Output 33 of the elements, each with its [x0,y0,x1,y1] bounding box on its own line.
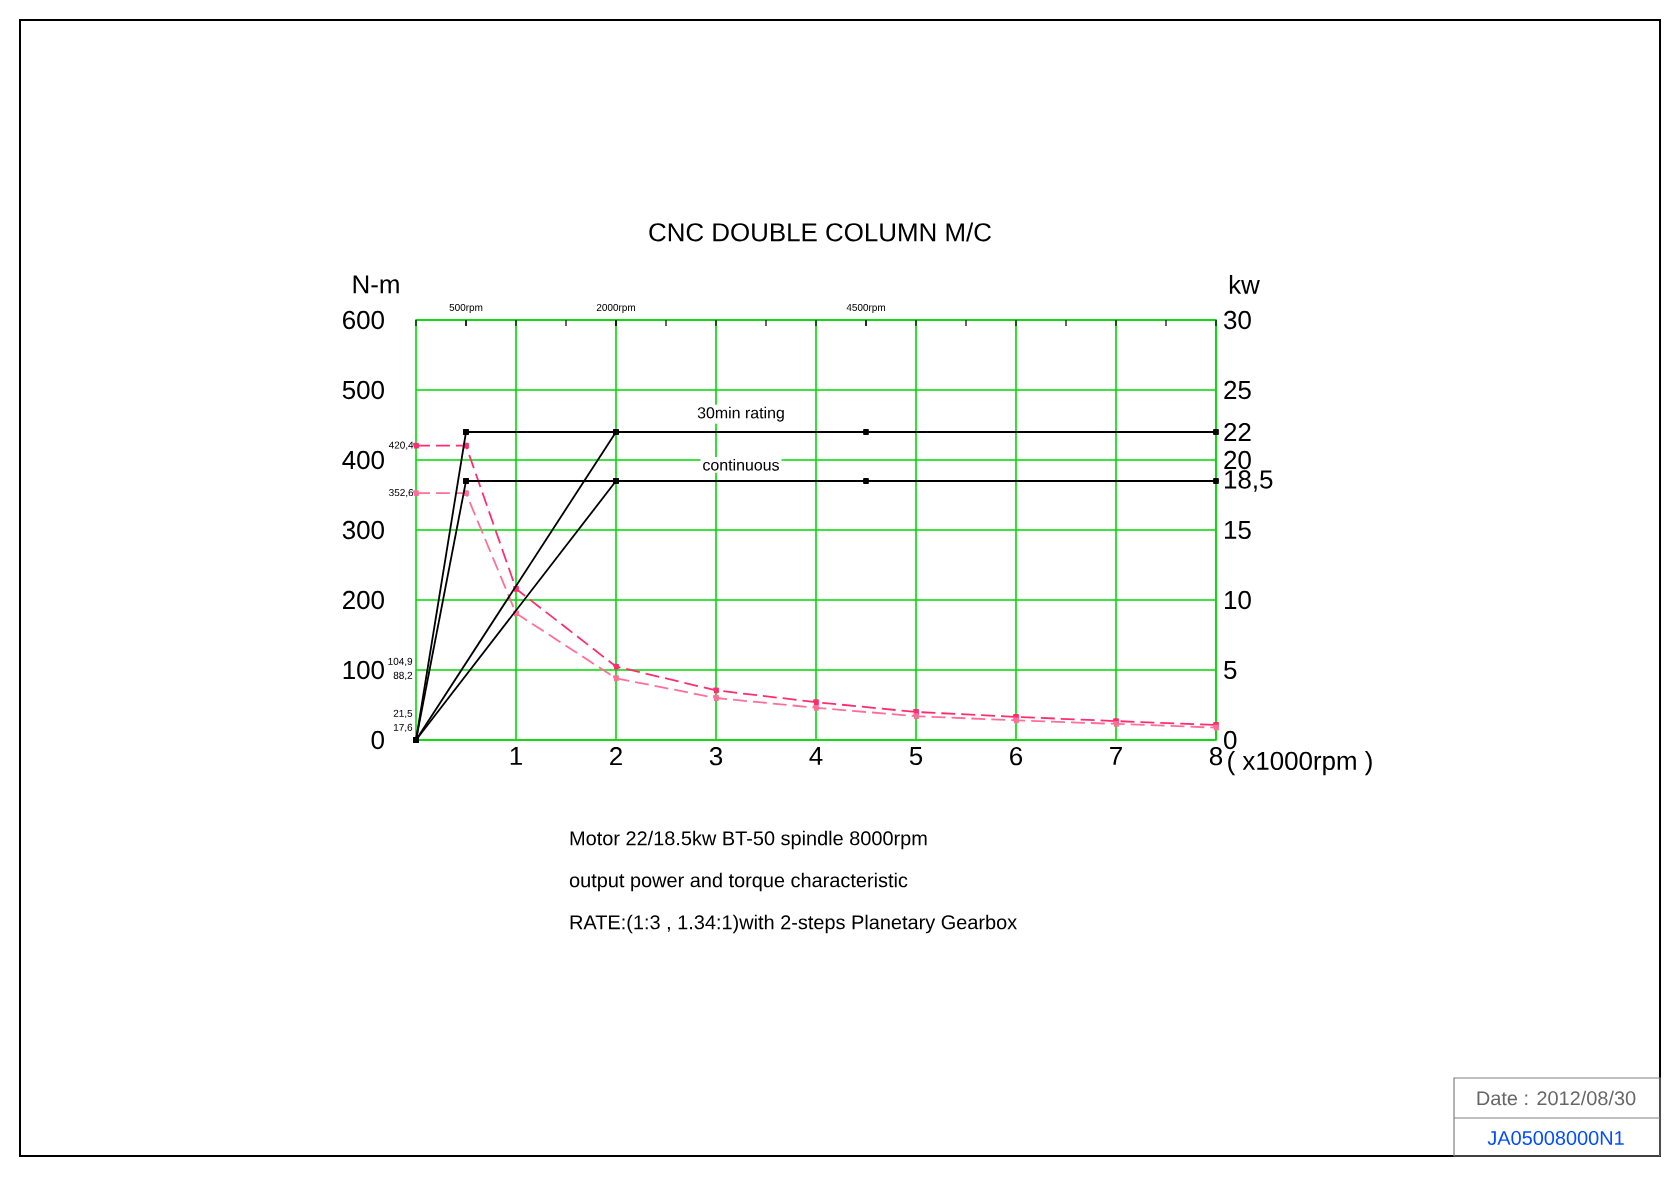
y2-tick-label: 10 [1225,590,1251,610]
y2-tick-label: 30 [1224,310,1251,330]
text: RATE:(1:3 , 1.34:1)with 2-steps Planetary Gearbox [570,914,1017,934]
x-tick-label: 8 [1209,747,1223,766]
x-tick-label: 2 [610,747,622,766]
y-tick-label: 500 [342,380,384,400]
y2-tick-label: 5 [1224,660,1237,680]
x-tick-label: 6 [1010,747,1023,766]
text: JA05008000N1 [1487,1130,1624,1146]
y2-axis-title: kw [1229,274,1260,294]
x-tick-label: 3 [709,747,723,766]
x-tick-label: 7 [1110,747,1122,765]
y2-tick-label: 20 [1224,450,1251,470]
y2-tick-label: 15 [1225,520,1251,540]
text: output power and torque characteristic [569,872,908,892]
x-axis-title: ( x1000rpm ) [1228,751,1372,776]
y-tick-label: 600 [343,310,384,330]
text: Motor 22/18.5kw BT-50 spindle 8000rpm [570,830,927,850]
y-tick-label: 400 [342,450,384,470]
y-tick-label: 300 [342,520,384,540]
x-tick-label: 5 [909,747,923,766]
text: Date : 2012/08/30 [1477,1090,1636,1106]
x-tick-label: 4 [809,747,823,765]
y2-tick-label: 0 [1224,730,1237,750]
y2-tick-label: 18,5 [1225,470,1273,492]
y-tick-label: 100 [343,660,384,680]
y-axis-title: N-m [353,275,399,294]
chart-title: CNC DOUBLE COLUMN M/C [649,222,991,242]
y-tick-label: 0 [371,730,384,750]
y2-tick-label: 25 [1224,380,1251,400]
y2-tick-label: 22 [1224,422,1251,442]
x-tick-label: 1 [510,747,522,765]
y-tick-label: 200 [343,590,384,610]
